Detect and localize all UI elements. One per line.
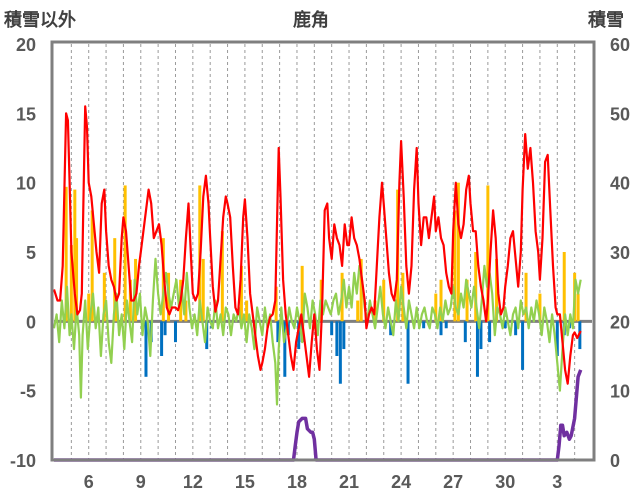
y-right-tick-label: 20 bbox=[610, 312, 630, 332]
x-tick-label: 15 bbox=[235, 472, 255, 492]
bar-mark bbox=[102, 272, 106, 322]
bar-mark bbox=[359, 258, 363, 322]
bar-mark bbox=[274, 286, 278, 322]
bar-mark bbox=[444, 321, 448, 329]
bar-mark bbox=[144, 321, 148, 377]
bar-mark bbox=[90, 210, 94, 322]
y-right-tick-label: 30 bbox=[610, 243, 630, 263]
y-right-tick-label: 10 bbox=[610, 382, 630, 402]
bar-mark bbox=[578, 321, 582, 350]
bar-mark bbox=[276, 321, 280, 343]
bar-mark bbox=[113, 238, 117, 322]
bar-mark bbox=[463, 321, 467, 343]
bar-mark bbox=[514, 321, 518, 336]
bar-mark bbox=[488, 321, 492, 343]
y-left-tick-label: 5 bbox=[26, 243, 36, 263]
bar-mark bbox=[495, 258, 499, 322]
y-left-tick-label: -10 bbox=[10, 451, 36, 471]
bar-mark bbox=[521, 321, 525, 370]
y-left-tick-label: -5 bbox=[20, 382, 36, 402]
y-right-tick-label: 0 bbox=[610, 451, 620, 471]
x-tick-label: 30 bbox=[495, 472, 515, 492]
bar-mark bbox=[555, 321, 559, 356]
bar-mark bbox=[114, 300, 118, 322]
x-tick-label: 21 bbox=[339, 472, 359, 492]
bar-mark bbox=[562, 252, 566, 322]
bar-mark bbox=[163, 321, 167, 336]
x-tick-label: 3 bbox=[552, 472, 562, 492]
bar-mark bbox=[75, 238, 79, 322]
y-right-tick-label: 50 bbox=[610, 104, 630, 124]
bar-mark bbox=[486, 185, 490, 322]
y-right-tick-label: 40 bbox=[610, 174, 630, 194]
bar-mark bbox=[245, 300, 249, 322]
bar-mark bbox=[389, 321, 393, 336]
bar-mark bbox=[69, 245, 73, 322]
x-tick-label: 18 bbox=[287, 472, 307, 492]
bar-mark bbox=[64, 186, 68, 322]
y-right-tick-label: 60 bbox=[610, 35, 630, 55]
bar-mark bbox=[382, 279, 386, 322]
x-tick-label: 12 bbox=[183, 472, 203, 492]
x-tick-label: 24 bbox=[391, 472, 411, 492]
bar-mark bbox=[475, 321, 479, 377]
bar-mark bbox=[434, 293, 438, 322]
bar-mark bbox=[406, 321, 410, 384]
y-left-axis-label: 積雪以外 bbox=[4, 10, 76, 31]
bar-mark bbox=[283, 321, 287, 377]
series-line bbox=[52, 257, 582, 406]
bar-mark bbox=[173, 321, 177, 343]
x-tick-label: 27 bbox=[443, 472, 463, 492]
bar-mark bbox=[456, 182, 460, 322]
y-right-axis-label: 積雪 bbox=[588, 10, 624, 31]
y-left-tick-label: 0 bbox=[26, 312, 36, 332]
bar-mark bbox=[300, 265, 304, 322]
bar-mark bbox=[356, 300, 360, 322]
bar-mark bbox=[87, 293, 91, 322]
bar-mark bbox=[479, 321, 483, 350]
bar-mark bbox=[297, 321, 301, 350]
bar-mark bbox=[220, 231, 224, 322]
bar-mark bbox=[439, 321, 443, 336]
chart-title: 鹿角 bbox=[293, 10, 329, 31]
x-tick-label: 6 bbox=[84, 472, 94, 492]
bar-mark bbox=[239, 265, 243, 322]
series-line bbox=[54, 369, 583, 462]
bar-mark bbox=[524, 272, 528, 322]
bar-mark bbox=[342, 321, 346, 350]
bar-mark bbox=[474, 252, 478, 322]
bar-mark bbox=[123, 185, 127, 322]
bar-mark bbox=[576, 293, 580, 322]
bar-mark bbox=[538, 293, 542, 322]
bar-mark bbox=[160, 321, 164, 356]
bar-mark bbox=[73, 189, 77, 322]
bar-mark bbox=[330, 321, 334, 336]
y-left-tick-label: 10 bbox=[16, 174, 36, 194]
bar-mark bbox=[338, 321, 342, 384]
bar-mark bbox=[335, 321, 339, 356]
bar-mark bbox=[422, 321, 426, 329]
x-tick-label: 9 bbox=[136, 472, 146, 492]
y-left-tick-label: 20 bbox=[16, 35, 36, 55]
bar-mark bbox=[439, 279, 443, 322]
bar-mark bbox=[205, 321, 209, 350]
series-line bbox=[52, 105, 582, 385]
bar-mark bbox=[503, 321, 507, 329]
bar-mark bbox=[184, 300, 188, 322]
plot-frame bbox=[50, 40, 596, 462]
y-left-tick-label: 15 bbox=[16, 104, 36, 124]
bar-mark bbox=[201, 258, 205, 322]
bar-mark bbox=[465, 279, 469, 322]
bar-mark bbox=[453, 210, 457, 322]
